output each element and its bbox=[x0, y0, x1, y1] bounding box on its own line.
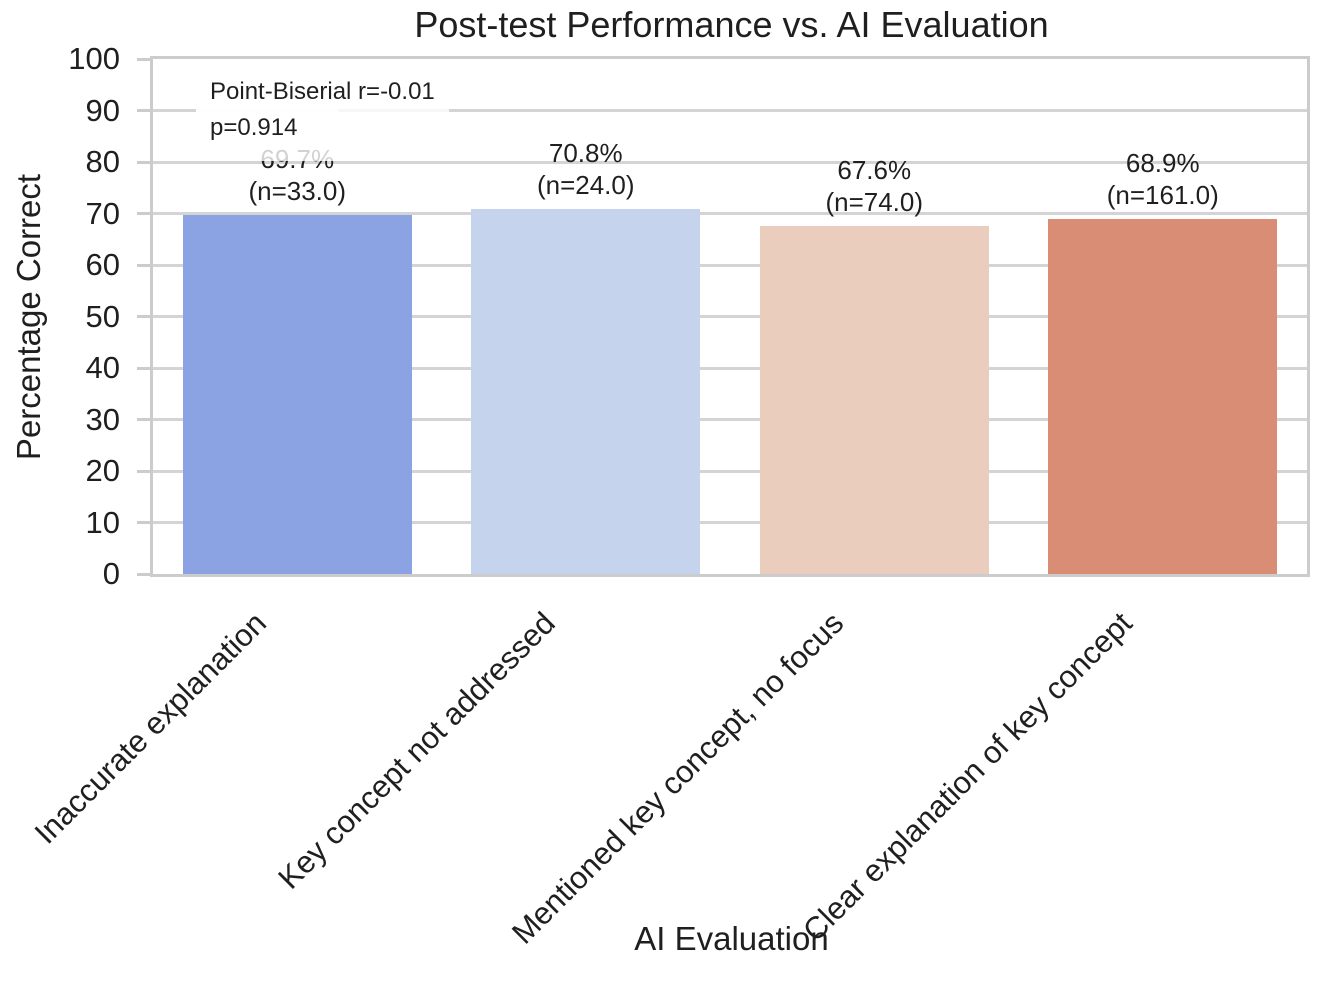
y-tick-mark bbox=[137, 572, 150, 576]
bar-count-text: (n=24.0) bbox=[536, 170, 635, 201]
bar-value-label: 70.8% (n=24.0) bbox=[436, 137, 736, 201]
bar bbox=[1048, 219, 1278, 574]
stat-annotation-p: p=0.914 bbox=[196, 101, 338, 161]
bar bbox=[471, 209, 701, 574]
y-tick-label: 30 bbox=[85, 401, 120, 437]
bar-value-label: 67.6% (n=74.0) bbox=[724, 154, 1024, 218]
bar bbox=[759, 225, 989, 574]
gridline bbox=[153, 109, 1307, 112]
gridline bbox=[153, 418, 1307, 421]
x-axis-label: AI Evaluation bbox=[634, 920, 829, 957]
y-tick-mark bbox=[137, 315, 150, 318]
chart-title: Post-test Performance vs. AI Evaluation bbox=[414, 4, 1049, 45]
y-tick-label: 40 bbox=[85, 350, 120, 385]
x-tick-label: Clear explanation of key concept bbox=[795, 605, 1139, 949]
bar bbox=[182, 215, 412, 574]
y-tick-label: 20 bbox=[85, 453, 120, 488]
y-tick-mark bbox=[137, 366, 150, 370]
plot-area bbox=[137, 56, 1310, 577]
y-tick-label: 60 bbox=[85, 247, 120, 282]
gridline bbox=[153, 521, 1307, 524]
bar-count-text: (n=33.0) bbox=[248, 176, 347, 207]
y-tick-label: 100 bbox=[68, 41, 120, 76]
y-tick-mark bbox=[137, 57, 150, 61]
y-tick-label: 0 bbox=[102, 556, 120, 591]
bar-count-text: (n=74.0) bbox=[825, 186, 924, 217]
y-tick-mark bbox=[137, 521, 150, 524]
x-tick-label: Mentioned key concept, no focus bbox=[505, 605, 851, 951]
y-tick-mark bbox=[137, 160, 150, 164]
x-tick-label: Inaccurate explanation bbox=[27, 605, 274, 851]
y-tick-mark bbox=[137, 212, 150, 215]
y-tick-label: 90 bbox=[85, 92, 120, 128]
y-tick-mark bbox=[137, 418, 150, 421]
gridline bbox=[153, 263, 1307, 267]
y-tick-mark bbox=[137, 263, 150, 267]
bar-percent-text: 68.9% bbox=[1125, 148, 1200, 179]
y-tick-mark bbox=[137, 469, 150, 473]
y-tick-mark bbox=[137, 109, 150, 112]
y-tick-label: 70 bbox=[85, 195, 120, 231]
gridline bbox=[153, 212, 1307, 215]
bar-value-label: 68.9% (n=161.0) bbox=[1013, 147, 1313, 211]
x-tick-label: Key concept not addressed bbox=[271, 605, 562, 896]
bar-percent-text: 67.6% bbox=[837, 154, 912, 185]
gridline bbox=[153, 366, 1307, 370]
bar-count-text: (n=161.0) bbox=[1106, 180, 1219, 211]
gridline bbox=[153, 469, 1307, 473]
bar-percent-text: 70.8% bbox=[548, 138, 623, 169]
y-tick-label: 80 bbox=[85, 144, 120, 179]
gridline bbox=[153, 315, 1307, 318]
y-tick-label: 10 bbox=[85, 504, 120, 540]
gridline bbox=[153, 160, 1307, 164]
y-tick-label: 50 bbox=[85, 298, 120, 334]
